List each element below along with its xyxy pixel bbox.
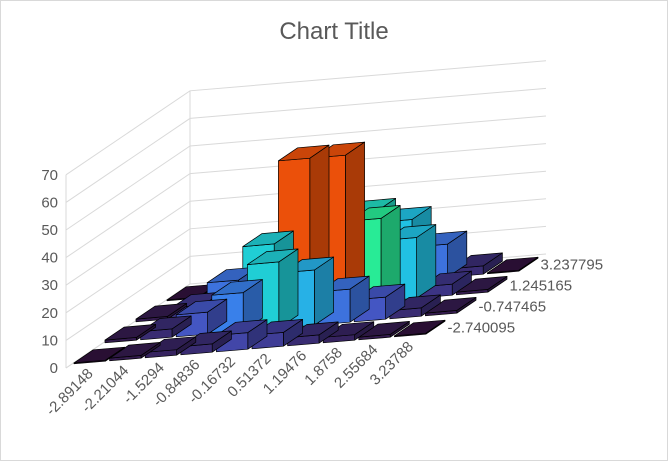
x-tick-label: 1.19476 [260, 347, 310, 397]
bar-top [242, 230, 294, 247]
bar-top [278, 144, 330, 162]
y-tick-label: 3.237795 [541, 257, 604, 274]
y-tick-label: -0.747465 [479, 299, 547, 316]
z-tick-label: 20 [41, 305, 58, 322]
y-tick-label: -2.740095 [448, 320, 516, 337]
bars [73, 141, 539, 365]
bar-top [487, 256, 539, 274]
bar-top [73, 346, 125, 364]
bar-top [247, 248, 299, 265]
bar [73, 346, 125, 365]
bar-top [394, 319, 446, 337]
z-tick-label: 50 [41, 222, 58, 239]
bar [247, 248, 299, 332]
bar-top [175, 298, 228, 316]
bar [104, 324, 156, 344]
x-tick-label: 3.23788 [367, 338, 417, 388]
z-tick-label: 70 [41, 167, 58, 184]
bar [487, 256, 539, 275]
z-tick-label: 40 [41, 250, 58, 267]
bar-top [104, 324, 156, 341]
bar [135, 303, 187, 323]
y-tick-label: 1.245165 [510, 278, 573, 295]
bar-side [278, 248, 299, 329]
bar-top [135, 303, 187, 320]
chart-title: Chart Title [279, 18, 389, 45]
z-tick-label: 0 [50, 360, 58, 377]
z-tick-label: 10 [41, 332, 58, 349]
bar-top [211, 279, 263, 296]
z-tick-label: 60 [41, 194, 58, 211]
z-tick-label: 30 [41, 277, 58, 294]
bar [394, 319, 446, 338]
